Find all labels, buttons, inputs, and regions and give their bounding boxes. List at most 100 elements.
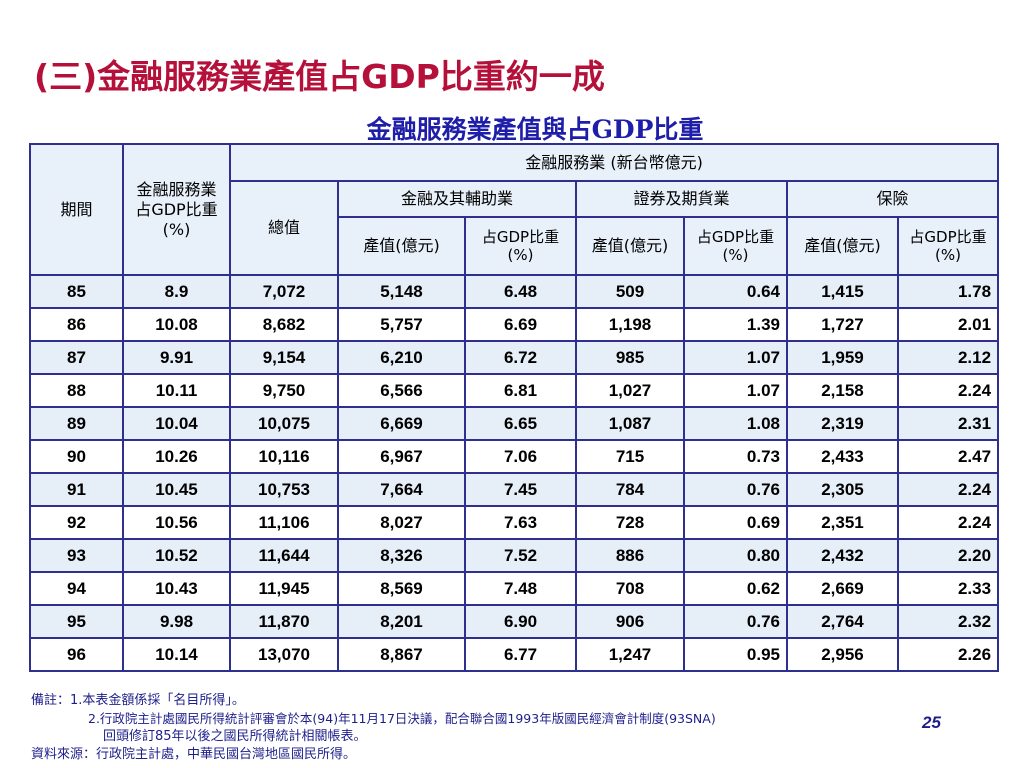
cell-securities-share: 0.95 [683,637,788,672]
cell-share-total: 10.45 [122,472,231,507]
cell-total: 10,075 [229,406,339,441]
cell-period: 85 [29,274,124,309]
cell-total: 11,106 [229,505,339,540]
cell-period: 95 [29,604,124,639]
table-row: 86 10.08 8,682 5,757 6.69 1,198 1.39 1,727 2.01 [29,307,1000,342]
note-line-3: 回頭修訂85年以後之國民所得統計相關帳表。 [103,729,367,744]
cell-insurance-share: 2.01 [896,307,1000,342]
cell-total: 11,870 [229,604,339,639]
cell-insurance-value: 2,956 [786,637,899,672]
cell-finance-share: 7.48 [464,571,577,606]
header-securities-share: 占GDP比重(%) [683,216,788,276]
cell-finance-value: 6,967 [337,439,466,474]
cell-share-total: 10.26 [122,439,231,474]
cell-securities-value: 1,247 [575,637,685,672]
cell-finance-share: 6.65 [464,406,577,441]
header-finance-share: 占GDP比重(%) [464,216,577,276]
header-securities: 證券及期貨業 [575,180,788,218]
header-securities-value: 產值(億元) [575,216,685,276]
header-finance: 金融及其輔助業 [337,180,577,218]
cell-securities-value: 985 [575,340,685,375]
cell-securities-value: 728 [575,505,685,540]
table-row: 93 10.52 11,644 8,326 7.52 886 0.80 2,432 2.20 [29,538,1000,573]
cell-securities-share: 1.08 [683,406,788,441]
cell-finance-value: 5,757 [337,307,466,342]
cell-finance-share: 7.06 [464,439,577,474]
table-row: 95 9.98 11,870 8,201 6.90 906 0.76 2,764 2.32 [29,604,1000,639]
cell-finance-value: 5,148 [337,274,466,309]
cell-insurance-value: 1,959 [786,340,899,375]
cell-finance-share: 7.52 [464,538,577,573]
cell-securities-value: 906 [575,604,685,639]
cell-securities-share: 1.07 [683,373,788,408]
header-share-total: 金融服務業占GDP比重(%) [122,143,231,276]
cell-total: 9,750 [229,373,339,408]
slide-title: (三)金融服務業產值占GDP比重約一成 [34,57,605,96]
page-number: 25 [922,713,941,732]
cell-share-total: 10.11 [122,373,231,408]
cell-insurance-value: 2,319 [786,406,899,441]
cell-total: 13,070 [229,637,339,672]
cell-period: 87 [29,340,124,375]
cell-insurance-value: 2,351 [786,505,899,540]
table-row: 87 9.91 9,154 6,210 6.72 985 1.07 1,959 2.12 [29,340,1000,375]
source-note: 資料來源：行政院主計處，中華民國台灣地區國民所得。 [31,747,357,762]
cell-insurance-share: 2.20 [896,538,1000,573]
cell-finance-share: 7.63 [464,505,577,540]
cell-finance-share: 6.72 [464,340,577,375]
cell-securities-value: 886 [575,538,685,573]
cell-period: 91 [29,472,124,507]
cell-total: 11,945 [229,571,339,606]
table-body: 85 8.9 7,072 5,148 6.48 509 0.64 1,415 1.78 86 10.… [29,274,1000,672]
table-row: 91 10.45 10,753 7,664 7.45 784 0.76 2,305 2.24 [29,472,1000,507]
table-row: 88 10.11 9,750 6,566 6.81 1,027 1.07 2,158 2.24 [29,373,1000,408]
cell-insurance-value: 1,727 [786,307,899,342]
cell-finance-share: 6.48 [464,274,577,309]
cell-finance-value: 8,326 [337,538,466,573]
header-insurance-value: 產值(億元) [786,216,899,276]
cell-insurance-value: 2,433 [786,439,899,474]
cell-securities-value: 1,027 [575,373,685,408]
cell-total: 11,644 [229,538,339,573]
cell-insurance-share: 2.24 [896,373,1000,408]
cell-insurance-value: 2,305 [786,472,899,507]
cell-share-total: 10.52 [122,538,231,573]
table-row: 94 10.43 11,945 8,569 7.48 708 0.62 2,669 2.33 [29,571,1000,606]
cell-period: 89 [29,406,124,441]
header-finance-value: 產值(億元) [337,216,466,276]
cell-period: 88 [29,373,124,408]
cell-finance-share: 7.45 [464,472,577,507]
header-period: 期間 [29,143,124,276]
cell-total: 9,154 [229,340,339,375]
cell-period: 96 [29,637,124,672]
cell-share-total: 9.91 [122,340,231,375]
cell-insurance-value: 2,432 [786,538,899,573]
cell-finance-value: 8,201 [337,604,466,639]
cell-finance-share: 6.77 [464,637,577,672]
cell-finance-value: 7,664 [337,472,466,507]
cell-insurance-share: 2.24 [896,472,1000,507]
table-row: 90 10.26 10,116 6,967 7.06 715 0.73 2,433 2.47 [29,439,1000,474]
cell-share-total: 10.04 [122,406,231,441]
cell-period: 86 [29,307,124,342]
cell-period: 94 [29,571,124,606]
cell-share-total: 9.98 [122,604,231,639]
table-row: 89 10.04 10,075 6,669 6.65 1,087 1.08 2,319 2.31 [29,406,1000,441]
table-row: 85 8.9 7,072 5,148 6.48 509 0.64 1,415 1.78 [29,274,1000,309]
note-line-2: 2.行政院主計處國民所得統計評審會於本(94)年11月17日決議，配合聯合國19… [88,711,716,726]
cell-securities-share: 0.80 [683,538,788,573]
cell-securities-share: 0.73 [683,439,788,474]
cell-finance-share: 6.90 [464,604,577,639]
header-insurance-share: 占GDP比重(%) [896,216,1000,276]
table-row: 92 10.56 11,106 8,027 7.63 728 0.69 2,351 2.24 [29,505,1000,540]
cell-share-total: 10.56 [122,505,231,540]
note-line-1: 備註：1.本表金額係採「名目所得」。 [31,693,245,708]
cell-insurance-share: 2.47 [896,439,1000,474]
data-table: 期間 金融服務業占GDP比重(%) 金融服務業 (新台幣億元) 總值 金融及其輔… [29,143,1000,672]
cell-securities-value: 509 [575,274,685,309]
cell-finance-value: 6,210 [337,340,466,375]
cell-securities-share: 1.07 [683,340,788,375]
cell-securities-share: 0.76 [683,604,788,639]
cell-insurance-share: 2.24 [896,505,1000,540]
header-group: 金融服務業 (新台幣億元) [228,143,1000,182]
